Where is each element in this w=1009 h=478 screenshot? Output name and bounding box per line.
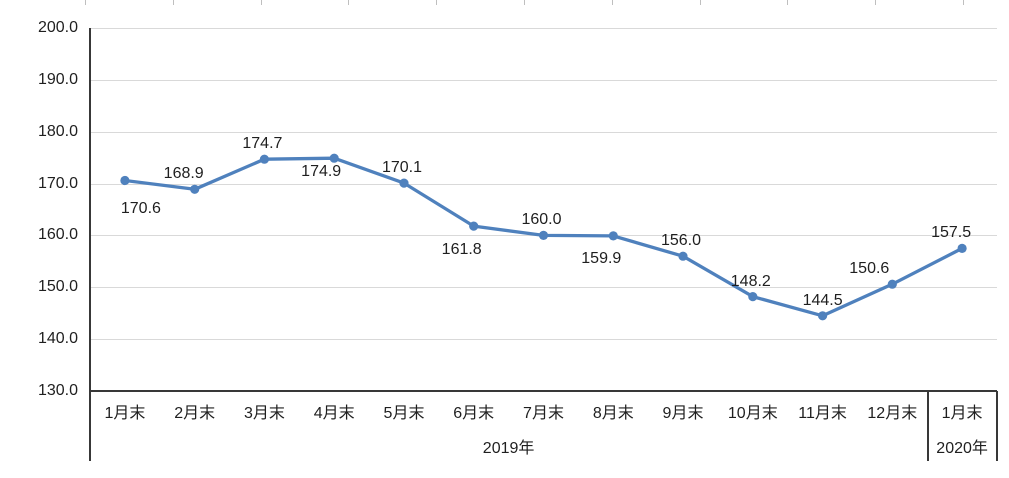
y-axis-tick-label: 190.0 bbox=[37, 70, 78, 88]
x-axis-group-divider bbox=[927, 391, 929, 461]
data-point-label: 144.5 bbox=[802, 291, 843, 309]
gridline bbox=[90, 28, 997, 29]
data-point-label: 161.8 bbox=[441, 241, 482, 259]
x-axis-month-label: 7月末 bbox=[523, 405, 564, 422]
data-point-label: 160.0 bbox=[521, 211, 562, 229]
x-axis-month-label: 11月末 bbox=[798, 405, 847, 422]
x-axis-month-label: 8月末 bbox=[592, 405, 634, 422]
crop-tick bbox=[85, 0, 86, 5]
crop-tick bbox=[260, 0, 262, 5]
x-axis-month-label: 2月末 bbox=[174, 405, 216, 422]
crop-tick bbox=[611, 0, 613, 5]
data-point-label: 170.6 bbox=[120, 199, 161, 217]
gridline bbox=[90, 287, 997, 289]
x-axis-line bbox=[89, 390, 997, 392]
data-point-label: 148.2 bbox=[730, 272, 771, 290]
y-axis-tick-label: 130.0 bbox=[37, 382, 78, 399]
data-point-label: 168.9 bbox=[163, 165, 204, 183]
data-point-marker bbox=[329, 153, 339, 163]
y-axis-tick-label: 170.0 bbox=[37, 174, 78, 192]
x-axis-month-label: 3月末 bbox=[243, 405, 285, 422]
data-point-marker bbox=[538, 230, 549, 240]
x-axis-month-label: 12月末 bbox=[867, 405, 918, 422]
crop-tick bbox=[787, 0, 789, 5]
data-point-marker bbox=[399, 178, 409, 188]
data-point-marker bbox=[120, 175, 130, 186]
y-axis-line bbox=[89, 28, 91, 461]
y-axis-tick-label: 180.0 bbox=[37, 122, 78, 140]
crop-tick bbox=[172, 0, 174, 5]
data-point-label: 174.7 bbox=[242, 135, 283, 153]
y-axis-tick-label: 150.0 bbox=[37, 278, 78, 296]
crop-tick bbox=[699, 0, 701, 5]
crop-tick bbox=[524, 0, 525, 5]
x-axis-month-label: 1月末 bbox=[104, 405, 146, 422]
data-point-marker bbox=[748, 292, 758, 302]
gridline bbox=[90, 79, 997, 81]
crop-tick bbox=[875, 0, 877, 5]
gridline bbox=[90, 339, 997, 341]
y-axis-tick-label: 140.0 bbox=[37, 330, 78, 348]
y-axis-tick-label: 200.0 bbox=[37, 19, 78, 36]
x-axis-month-label: 1月末 bbox=[941, 405, 983, 422]
data-point-marker bbox=[469, 221, 479, 231]
data-point-marker bbox=[957, 243, 967, 253]
gridline bbox=[90, 183, 997, 185]
data-point-marker bbox=[887, 279, 897, 289]
data-point-label: 159.9 bbox=[581, 249, 622, 267]
gridline bbox=[90, 131, 997, 133]
data-point-marker bbox=[678, 251, 688, 261]
data-point-marker bbox=[190, 184, 200, 194]
data-point-marker bbox=[608, 231, 618, 241]
x-axis-month-label: 4月末 bbox=[313, 405, 355, 422]
x-axis-group-label: 2019年 bbox=[482, 440, 535, 457]
data-point-marker bbox=[818, 311, 828, 321]
data-point-label: 150.6 bbox=[849, 260, 890, 278]
x-axis-group-label: 2020年 bbox=[936, 440, 988, 457]
crop-tick bbox=[963, 0, 964, 5]
data-point-label: 170.1 bbox=[381, 159, 423, 177]
x-axis-right-border bbox=[996, 391, 998, 461]
data-point-label: 174.9 bbox=[301, 163, 342, 181]
data-point-label: 156.0 bbox=[660, 232, 702, 250]
x-axis-month-label: 5月末 bbox=[383, 405, 425, 422]
x-axis-month-label: 10月末 bbox=[727, 405, 778, 422]
x-axis-month-label: 9月末 bbox=[662, 405, 704, 422]
crop-tick bbox=[348, 0, 350, 5]
y-axis-tick-label: 160.0 bbox=[37, 226, 78, 244]
crop-tick bbox=[436, 0, 438, 5]
data-point-marker bbox=[259, 154, 269, 164]
data-point-label: 157.5 bbox=[931, 224, 972, 242]
x-axis-month-label: 6月末 bbox=[453, 405, 495, 422]
